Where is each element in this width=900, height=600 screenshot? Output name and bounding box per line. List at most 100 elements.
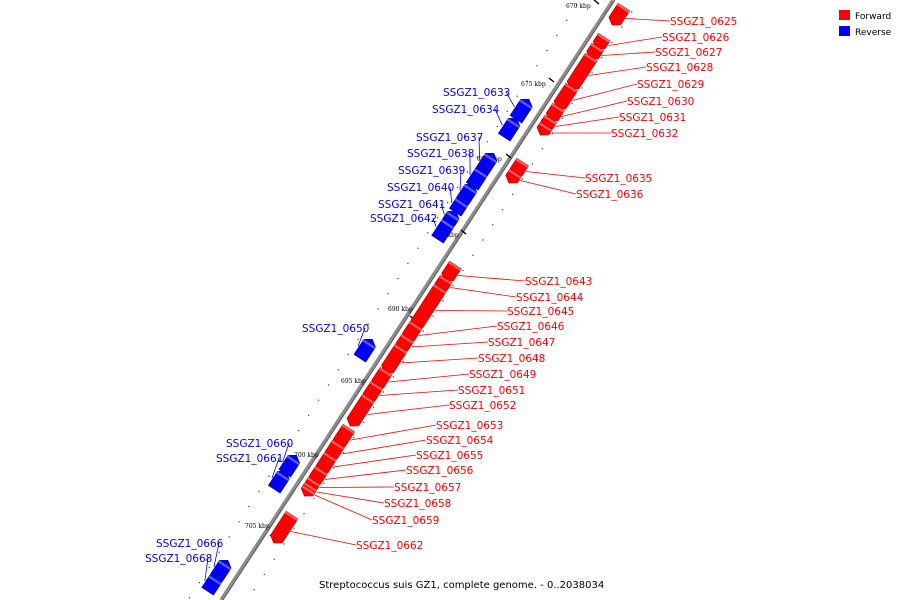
gene-arrow-highlight xyxy=(440,219,454,230)
scale-dot xyxy=(516,95,518,97)
gene-label[interactable]: SSGZ1_0647 xyxy=(488,337,555,349)
gene-label[interactable]: SSGZ1_0645 xyxy=(507,306,574,318)
gene-label[interactable]: SSGZ1_0629 xyxy=(637,79,704,91)
gene-leader-line xyxy=(526,171,586,179)
gene-leader-line xyxy=(440,203,445,215)
gene-arrow-body xyxy=(536,121,553,136)
gene-arrow-highlight xyxy=(400,334,414,344)
gene-label[interactable]: SSGZ1_0634 xyxy=(432,104,500,116)
gene-label[interactable]: SSGZ1_0641 xyxy=(378,199,445,211)
gene-label[interactable]: SSGZ1_0668 xyxy=(145,553,212,565)
gene-arrow-highlight xyxy=(362,339,376,350)
scale-dot xyxy=(501,208,504,211)
gene-label[interactable]: SSGZ1_0654 xyxy=(426,435,494,447)
gene-leader-line xyxy=(411,341,489,348)
gene-arrow-highlight xyxy=(323,452,337,462)
gene-arrow-highlight xyxy=(303,482,317,492)
gene-label[interactable]: SSGZ1_0653 xyxy=(436,420,503,432)
gene-label[interactable]: SSGZ1_0630 xyxy=(627,96,694,108)
gene-label[interactable]: SSGZ1_0659 xyxy=(372,515,439,527)
gene-arrow-highlight xyxy=(208,575,222,586)
tick-label: 695 kbp xyxy=(341,378,366,385)
gene-label[interactable]: SSGZ1_0657 xyxy=(394,482,461,494)
gene-arrow xyxy=(201,574,222,596)
gene-label[interactable]: SSGZ1_0640 xyxy=(387,182,454,194)
gene-label[interactable]: SSGZ1_0638 xyxy=(407,148,474,160)
gene-leader-line xyxy=(357,327,366,347)
gene-label[interactable]: SSGZ1_0650 xyxy=(302,323,369,335)
gene-arrow-body xyxy=(497,117,521,142)
gene-label[interactable]: SSGZ1_0633 xyxy=(443,87,510,99)
gene-arrow-highlight xyxy=(369,381,383,391)
gene-label[interactable]: SSGZ1_0648 xyxy=(478,353,545,365)
scale-dot xyxy=(456,186,459,189)
scale-dot xyxy=(253,588,256,591)
scale-dot xyxy=(397,277,399,280)
gene-label[interactable]: SSGZ1_0658 xyxy=(384,498,451,510)
gene-label[interactable]: SSGZ1_0652 xyxy=(449,400,516,412)
scale-dot xyxy=(228,536,230,538)
gene-arrow-body xyxy=(353,338,376,363)
scale-dot xyxy=(188,597,191,599)
gene-label[interactable]: SSGZ1_0662 xyxy=(356,540,423,552)
scale-dot xyxy=(402,360,405,363)
gene-leader-line xyxy=(418,325,498,336)
gene-arrow-highlight xyxy=(543,115,557,125)
gene-label[interactable]: SSGZ1_0660 xyxy=(226,438,293,450)
gene-arrow-highlight xyxy=(409,321,422,331)
gene-leader-line xyxy=(459,169,462,191)
scale-dot xyxy=(466,171,469,173)
gene-label[interactable]: SSGZ1_0637 xyxy=(416,132,483,144)
scale-dot xyxy=(556,34,558,37)
scale-dot xyxy=(422,330,424,332)
legend-forward-label: Forward xyxy=(855,12,891,22)
gene-label[interactable]: SSGZ1_0643 xyxy=(525,276,592,288)
gene-leader-line xyxy=(478,136,480,161)
gene-arrow-highlight xyxy=(484,153,497,164)
scale-dot xyxy=(392,376,395,378)
scale-dot xyxy=(476,156,479,158)
gene-label[interactable]: SSGZ1_0627 xyxy=(655,47,722,59)
scale-dot xyxy=(218,551,220,553)
scale-dot xyxy=(581,87,583,89)
genes-layer xyxy=(201,2,631,596)
scale-dot xyxy=(536,65,538,67)
gene-label[interactable]: SSGZ1_0631 xyxy=(619,112,686,124)
gene-arrow-body xyxy=(201,574,222,596)
gene-label[interactable]: SSGZ1_0651 xyxy=(458,385,525,397)
gene-label[interactable]: SSGZ1_0632 xyxy=(611,128,678,140)
scale-dot xyxy=(601,56,603,59)
gene-arrow-body xyxy=(270,510,299,544)
scale-dot xyxy=(268,475,270,477)
scale-dot xyxy=(506,110,508,113)
gene-label[interactable]: SSGZ1_0628 xyxy=(646,62,713,74)
gene-label[interactable]: SSGZ1_0656 xyxy=(406,465,474,477)
gene-arrow xyxy=(402,320,423,342)
gene-label[interactable]: SSGZ1_0646 xyxy=(497,321,565,333)
gene-arrow-highlight xyxy=(378,367,392,377)
tick-mark xyxy=(593,0,600,5)
gene-label[interactable]: SSGZ1_0626 xyxy=(662,32,730,44)
gene-label[interactable]: SSGZ1_0639 xyxy=(398,165,465,177)
gene-label[interactable]: SSGZ1_0642 xyxy=(370,213,437,225)
gene-leader-line xyxy=(625,18,671,22)
gene-label[interactable]: SSGZ1_0636 xyxy=(576,189,644,201)
gene-label[interactable]: SSGZ1_0644 xyxy=(516,292,584,304)
gene-arrow-body xyxy=(346,393,375,427)
gene-arrow-highlight xyxy=(584,53,598,63)
gene-label[interactable]: SSGZ1_0625 xyxy=(670,16,737,28)
gene-arrow xyxy=(267,470,290,494)
gene-leader-line xyxy=(561,100,628,117)
scale-dot xyxy=(472,254,474,256)
gene-label[interactable]: SSGZ1_0666 xyxy=(156,538,224,550)
gene-label[interactable]: SSGZ1_0655 xyxy=(416,450,483,462)
scale-dot xyxy=(407,262,409,265)
gene-arrow-highlight xyxy=(439,275,452,285)
gene-label[interactable]: SSGZ1_0635 xyxy=(585,173,652,185)
gene-arrow-highlight xyxy=(508,169,522,179)
gene-label[interactable]: SSGZ1_0661 xyxy=(216,453,283,465)
gene-arrow xyxy=(300,484,316,497)
gene-label[interactable]: SSGZ1_0649 xyxy=(469,369,536,381)
gene-arrow xyxy=(353,338,376,363)
